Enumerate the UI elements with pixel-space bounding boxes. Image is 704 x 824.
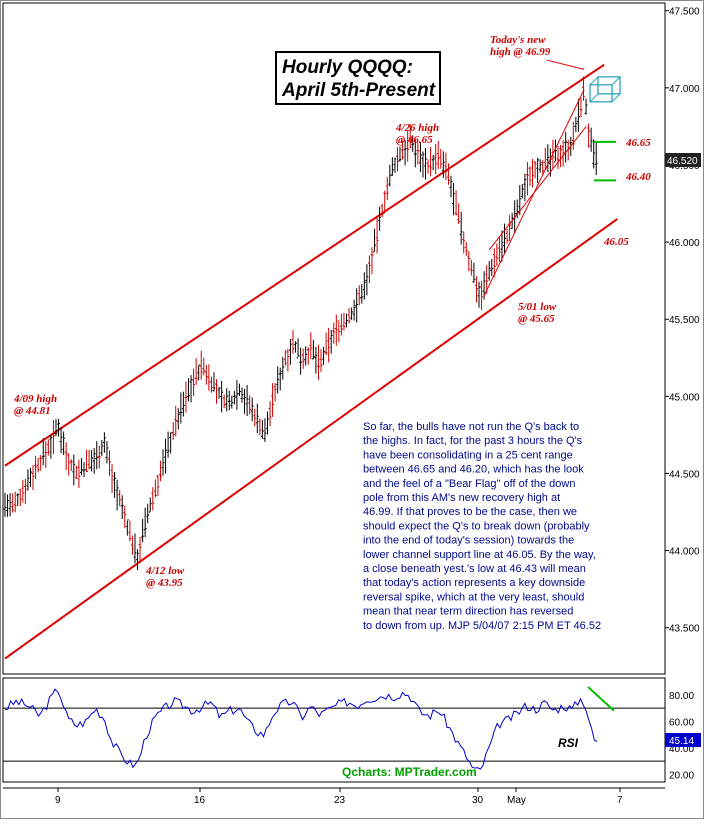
x-tick-label: 9 <box>55 795 61 806</box>
annotation-today: Today's new <box>490 34 546 46</box>
watermark: Qcharts: MPTrader.com <box>342 765 477 779</box>
target-box-back <box>597 76 621 95</box>
y-tick-label: 45.000 <box>669 392 700 403</box>
annotation-today: high @ 46.99 <box>490 46 551 58</box>
title-box <box>275 51 441 105</box>
commentary-line: have been consolidating in a 25 cent ran… <box>363 449 573 461</box>
annotation-apr12: 4/12 low <box>145 565 185 577</box>
annotation-lvl3: 46.05 <box>603 236 629 248</box>
y-tick-label: 47.000 <box>669 84 700 95</box>
y-tick-label: 45.500 <box>669 315 700 326</box>
annotation-apr26: 4/26 high <box>395 122 439 134</box>
commentary-line: between 46.65 and 46.20, which has the l… <box>363 464 584 476</box>
annotation-apr09: 4/09 high <box>13 393 57 405</box>
rsi-last-flag <box>665 733 701 747</box>
rsi-tick-label: 20.00 <box>669 770 694 781</box>
rsi-label: RSI <box>558 736 579 750</box>
y-tick-label: 47.500 <box>669 7 700 18</box>
commentary-line: a close beneath yest.'s low at 46.43 wil… <box>363 563 586 575</box>
x-tick-label: 7 <box>617 795 623 806</box>
commentary-line: reversal spike, which at the very least,… <box>363 591 584 603</box>
annotation-apr12: @ 43.95 <box>146 577 183 589</box>
annotation-lvl1: 46.65 <box>625 137 651 149</box>
chart-subtitle: April 5th-Present <box>281 80 436 101</box>
commentary-line: lower channel support line at 46.05. By … <box>363 549 596 561</box>
commentary-line: mean that near term direction has revers… <box>363 606 573 618</box>
upper-channel-line <box>4 63 605 467</box>
commentary-line: pole from this AM's new recovery high at <box>363 492 560 504</box>
commentary-line: into the end of today's session) towards… <box>363 535 574 547</box>
annotation-apr26: @ 46.65 <box>396 134 433 146</box>
lower-channel-line <box>4 218 618 660</box>
commentary-line: 46.99. If that proves to be the case, th… <box>363 506 577 518</box>
x-tick-label: 16 <box>194 795 206 806</box>
annotation-lvl2: 46.40 <box>625 171 651 183</box>
rsi-panel <box>2 677 666 783</box>
target-box-edge <box>589 76 599 86</box>
y-tick-label: 43.500 <box>669 624 700 635</box>
commentary-line: that today's action represents a key dow… <box>363 577 585 589</box>
rsi-last-label: 45.14 <box>669 736 694 747</box>
rsi-tick-label: 40.00 <box>669 744 694 755</box>
last-price-flag <box>665 153 701 167</box>
y-tick-label: 44.500 <box>669 469 700 480</box>
annotation-may01: 5/01 low <box>518 301 557 313</box>
x-tick-label: May <box>507 795 526 806</box>
commentary-line: and the feel of a "Bear Flag" off of the… <box>363 478 575 490</box>
x-tick-label: 23 <box>334 795 346 806</box>
y-tick-label: 44.000 <box>669 547 700 558</box>
commentary-line: to down from up. MJP 5/04/07 2:15 PM ET … <box>363 620 601 632</box>
chart-title: Hourly QQQQ: <box>282 57 413 78</box>
last-price-label: 46.520 <box>667 156 698 167</box>
target-box-edge <box>589 93 599 103</box>
today-pointer <box>546 59 585 70</box>
y-tick-label: 46.000 <box>669 238 700 249</box>
x-tick-label: 30 <box>472 795 484 806</box>
rsi-line <box>4 688 598 770</box>
commentary-line: should expect the Q's to break down (pro… <box>363 520 590 532</box>
commentary-line: So far, the bulls have not run the Q's b… <box>363 421 579 433</box>
annotation-may01: @ 45.65 <box>518 313 555 325</box>
annotation-apr09: @ 44.81 <box>14 405 51 417</box>
rsi-tick-label: 80.00 <box>669 691 694 702</box>
commentary-line: the highs. In fact, for the past 3 hours… <box>363 435 583 447</box>
rsi-divergence-line <box>587 686 615 712</box>
flag-line-lower <box>488 126 587 251</box>
target-box-edge <box>611 93 621 103</box>
rsi-tick-label: 60.00 <box>669 717 694 728</box>
target-box-edge <box>611 76 621 86</box>
